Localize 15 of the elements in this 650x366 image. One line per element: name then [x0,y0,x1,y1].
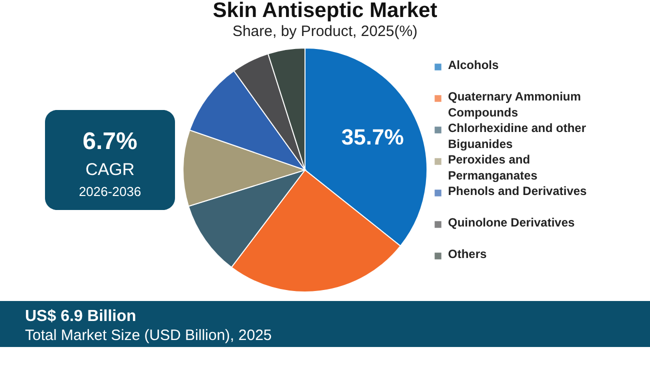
text: Total Market Size (USD Billion), 2025 [25,327,272,344]
legend-label: Quaternary Ammonium Compounds [448,90,581,120]
legend-label: Others [448,247,488,261]
legend-label: Phenols and Derivatives [448,184,588,198]
legend-label: Alcohols [448,58,499,72]
text: CAGR [85,160,135,179]
text: US$ 6.9 Billion [25,308,136,325]
data-label: 35.7% [341,124,404,150]
text: 6.7% [82,128,138,155]
text: 2026-2036 [78,184,142,199]
chart-title: Skin Antiseptic Market [212,0,438,22]
legend-label: Peroxides and Permanganates [448,152,538,182]
chart-subtitle: Share, by Product, 2025(%) [232,23,418,40]
legend-label: Quinolone Derivatives [448,216,576,230]
legend-label: Chlorhexidine and other Biguanides [448,121,586,151]
